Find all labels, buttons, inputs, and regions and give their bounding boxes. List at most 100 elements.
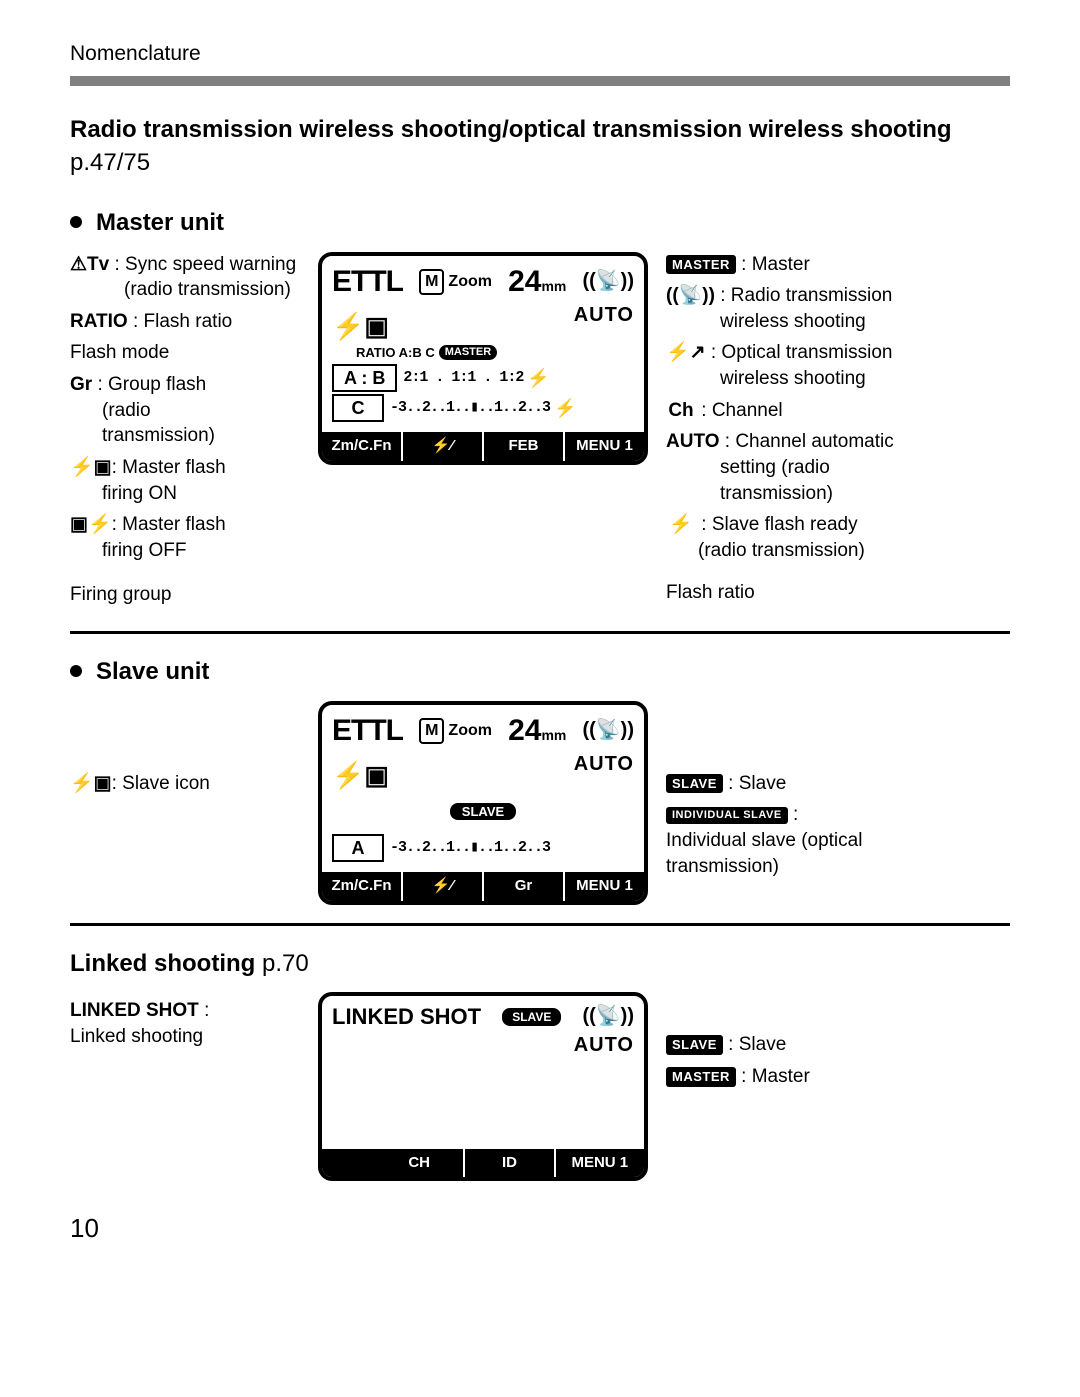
lcd-menu-bar: Zm/C.Fn ⚡⁄ Gr MENU 1 — [322, 872, 644, 900]
master-unit-grid: ⚠Tv : Sync speed warning (radio transmis… — [70, 252, 1010, 614]
lcd-menu-bar: CH ID MENU 1 — [322, 1149, 644, 1177]
master-lcd: ETTL M Zoom 24mm ((📡)) AUTO ⚡▣ RATIO A:B… — [318, 252, 648, 465]
master-flash-on-icon: ⚡▣ — [70, 455, 112, 481]
lcd-menu-3[interactable]: FEB — [484, 432, 565, 460]
lcd-antenna-icon: ((📡)) — [582, 268, 634, 295]
anno-flash-ratio: RATIO : Flash ratio — [70, 309, 300, 335]
anno-slave-icon: ⚡▣: Slave icon — [70, 771, 300, 797]
slave-unit-heading: Slave unit — [70, 656, 1010, 688]
anno-linked-shot: LINKED SHOT : Linked shooting — [70, 998, 300, 1049]
anno-channel-auto: AUTO : Channel automatic setting (radio … — [666, 429, 1010, 506]
linked-lcd: LINKED SHOT SLAVE ((📡)) AUTO CH ID MENU … — [318, 992, 648, 1181]
anno-flash-mode: Flash mode — [70, 340, 300, 366]
section-divider — [70, 923, 1010, 926]
main-heading-text: Radio transmission wireless shooting/opt… — [70, 116, 952, 143]
anno-slave-badge: SLAVE : Slave — [666, 771, 1010, 797]
lcd-auto: AUTO — [332, 1032, 634, 1059]
anno-slave-ready: ⚡ : Slave flash ready (radio transmissio… — [666, 512, 1010, 563]
slave-ready-bolt-icon: ⚡ — [666, 512, 696, 538]
main-heading-pageref: p.47/75 — [70, 149, 150, 176]
lcd-slave-badge: SLAVE — [450, 803, 516, 820]
anno-master-flash-off: ▣⚡: Master flash firing OFF — [70, 512, 300, 563]
master-badge-icon: MASTER — [666, 255, 736, 275]
section-divider — [70, 631, 1010, 634]
slave-badge-icon: SLAVE — [666, 1035, 723, 1055]
linked-shooting-heading: Linked shooting p.70 — [70, 948, 1010, 980]
master-unit-section: Master unit ⚠Tv : Sync speed warning (ra… — [70, 207, 1010, 613]
linked-right-annotations: SLAVE : Slave MASTER : Master — [666, 992, 1010, 1095]
lcd-wave-icon: ⚡▣ — [332, 758, 389, 793]
lcd-group-c: C — [332, 394, 384, 422]
lcd-menu-id[interactable]: ID — [465, 1149, 555, 1177]
lcd-group-a: A — [332, 834, 384, 862]
bullet-icon — [70, 216, 82, 228]
lcd-scale-a: -3..2..1..▮..1..2..3 — [390, 838, 550, 858]
anno-firing-group: Firing group — [70, 582, 300, 608]
linked-shooting-grid: LINKED SHOT : Linked shooting LINKED SHO… — [70, 992, 1010, 1181]
lcd-antenna-icon: ((📡)) — [582, 1003, 634, 1030]
lcd-antenna-icon: ((📡)) — [582, 717, 634, 744]
anno-linked-slave: SLAVE : Slave — [666, 1032, 1010, 1058]
anno-master-flash-on: ⚡▣: Master flash firing ON — [70, 455, 300, 506]
lcd-zoom-unit: mm — [541, 727, 566, 743]
optical-bolt-icon: ⚡↗ — [666, 340, 706, 366]
lcd-mode: ETTL — [332, 262, 403, 303]
master-badge-icon: MASTER — [666, 1067, 736, 1087]
anno-individual-slave: INDIVIDUAL SLAVE : Individual slave (opt… — [666, 802, 1010, 879]
lcd-scale-c: -3..2..1..▮..1..2..3 — [390, 398, 550, 418]
linked-left-annotations: LINKED SHOT : Linked shooting — [70, 992, 300, 1055]
lcd-zoom-value: 24 — [508, 265, 541, 298]
lcd-menu-ch[interactable]: CH — [375, 1149, 465, 1177]
page-section-label: Nomenclature — [70, 40, 1010, 68]
lcd-zoom-value: 24 — [508, 714, 541, 747]
lcd-mode: ETTL — [332, 711, 403, 752]
lcd-linked-title: LINKED SHOT — [332, 1002, 481, 1032]
lcd-menu-4[interactable]: MENU 1 — [565, 432, 644, 460]
lcd-wave-icon: ⚡▣ — [332, 309, 389, 344]
slave-unit-grid: ⚡▣: Slave icon ETTL M Zoom 24mm ((📡)) AU… — [70, 701, 1010, 905]
slave-unit-section: Slave unit ⚡▣: Slave icon ETTL M Zoom 24… — [70, 656, 1010, 905]
lcd-menu-1[interactable]: Zm/C.Fn — [322, 432, 403, 460]
master-flash-off-icon: ▣⚡ — [70, 512, 112, 538]
slave-lcd: ETTL M Zoom 24mm ((📡)) AUTO ⚡▣ SLAVE — [318, 701, 648, 905]
anno-sync-speed: ⚠Tv : Sync speed warning (radio transmis… — [70, 252, 300, 303]
main-heading: Radio transmission wireless shooting/opt… — [70, 114, 1010, 179]
page-number: 10 — [70, 1211, 1010, 1246]
bullet-icon — [70, 665, 82, 677]
anno-group-flash: Gr : Group flash (radio transmission) — [70, 372, 300, 449]
slave-left-annotations: ⚡▣: Slave icon — [70, 701, 300, 803]
slave-badge-icon: SLAVE — [666, 774, 723, 794]
lcd-scale-ab: 2:1 . 1:1 . 1:2 — [403, 368, 523, 388]
lcd-bolt-icon-2: ⚡ — [554, 396, 576, 420]
lcd-zoom-label: Zoom — [448, 720, 492, 742]
lcd-zoom-m-icon: M — [419, 718, 444, 744]
anno-optical-transmission: ⚡↗ : Optical transmission wireless shoot… — [666, 340, 1010, 391]
radio-antenna-icon: ((📡)) — [666, 283, 715, 309]
lcd-ratio-label: RATIO A:B C — [356, 344, 435, 362]
anno-radio-transmission: ((📡)) : Radio transmission wireless shoo… — [666, 283, 1010, 334]
lcd-master-badge: MASTER — [439, 345, 497, 360]
lcd-zoom-label: Zoom — [448, 271, 492, 293]
lcd-group-ab: A : B — [332, 364, 397, 392]
lcd-menu-1[interactable]: Zm/C.Fn — [322, 872, 403, 900]
anno-channel: Ch : Channel — [666, 398, 1010, 424]
lcd-menu-menu1[interactable]: MENU 1 — [556, 1149, 644, 1177]
master-right-annotations: MASTER : Master ((📡)) : Radio transmissi… — [666, 252, 1010, 612]
lcd-zoom-m-icon: M — [419, 269, 444, 295]
lcd-menu-3[interactable]: Gr — [484, 872, 565, 900]
linked-shooting-section: Linked shooting p.70 LINKED SHOT : Linke… — [70, 948, 1010, 1181]
lcd-zoom-unit: mm — [541, 278, 566, 294]
lcd-menu-bar: Zm/C.Fn ⚡⁄ FEB MENU 1 — [322, 432, 644, 460]
lcd-menu-4[interactable]: MENU 1 — [565, 872, 644, 900]
lcd-slave-badge: SLAVE — [502, 1008, 561, 1026]
lcd-menu-2[interactable]: ⚡⁄ — [403, 432, 484, 460]
lcd-menu-2[interactable]: ⚡⁄ — [403, 872, 484, 900]
header-divider — [70, 76, 1010, 86]
master-left-annotations: ⚠Tv : Sync speed warning (radio transmis… — [70, 252, 300, 614]
individual-slave-badge-icon: INDIVIDUAL SLAVE — [666, 807, 788, 824]
anno-linked-master: MASTER : Master — [666, 1064, 1010, 1090]
lcd-bolt-icon: ⚡ — [527, 366, 549, 390]
slave-icon: ⚡▣ — [70, 771, 112, 797]
anno-master-badge: MASTER : Master — [666, 252, 1010, 278]
slave-right-annotations: SLAVE : Slave INDIVIDUAL SLAVE : Individ… — [666, 701, 1010, 886]
